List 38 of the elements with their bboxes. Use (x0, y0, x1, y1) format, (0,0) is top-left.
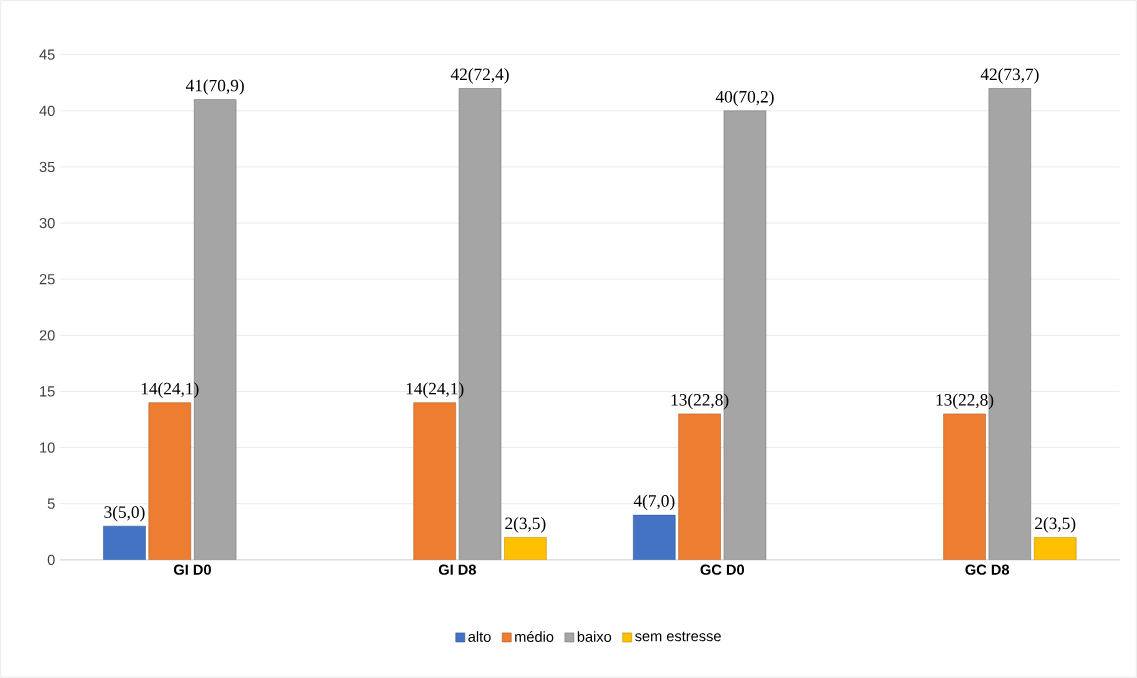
data-label: 13(22,8) (671, 393, 729, 410)
y-tick-label: 30 (39, 217, 55, 229)
data-label: 40(70,2) (715, 90, 774, 107)
y-tick-label: 5 (47, 498, 55, 509)
data-label: 42(72,4) (450, 68, 509, 84)
bar (678, 413, 721, 560)
bar (148, 402, 192, 560)
data-label: 2(3,5) (1035, 517, 1076, 533)
bar (413, 402, 456, 560)
data-label: 3(5,0) (104, 505, 145, 522)
y-tick-label: 25 (39, 274, 55, 285)
y-tick-label: 35 (39, 161, 55, 173)
data-label: 41(70,9) (185, 79, 244, 95)
legend-label: médio (515, 631, 554, 643)
data-label: 2(3,5) (505, 517, 546, 533)
y-tick-label: 15 (40, 386, 55, 397)
data-label: 4(7,0) (633, 494, 675, 511)
y-tick-label: 20 (39, 330, 55, 341)
y-tick-label: 10 (40, 442, 55, 453)
y-tick-label: 40 (39, 105, 55, 117)
bar (1033, 537, 1077, 560)
legend-label: alto (468, 631, 491, 642)
x-tick-label: GC D0 (700, 564, 744, 575)
data-label: 14(24,1) (141, 382, 199, 399)
bar (633, 514, 676, 560)
x-tick-label: GC D8 (965, 564, 1010, 575)
data-label: 42(73,7) (980, 68, 1039, 84)
bar (103, 525, 146, 560)
bar (943, 413, 986, 560)
bar (504, 537, 547, 560)
x-tick-label: GI D0 (173, 564, 211, 575)
legend-label: sem estresse (635, 631, 721, 642)
y-tick-label: 0 (47, 554, 55, 566)
x-tick-label: GI D8 (438, 564, 476, 575)
y-tick-label: 45 (39, 49, 55, 60)
legend-label: baixo (577, 631, 612, 642)
data-label: 13(22,8) (936, 393, 994, 410)
data-label: 14(24,1) (406, 382, 464, 399)
